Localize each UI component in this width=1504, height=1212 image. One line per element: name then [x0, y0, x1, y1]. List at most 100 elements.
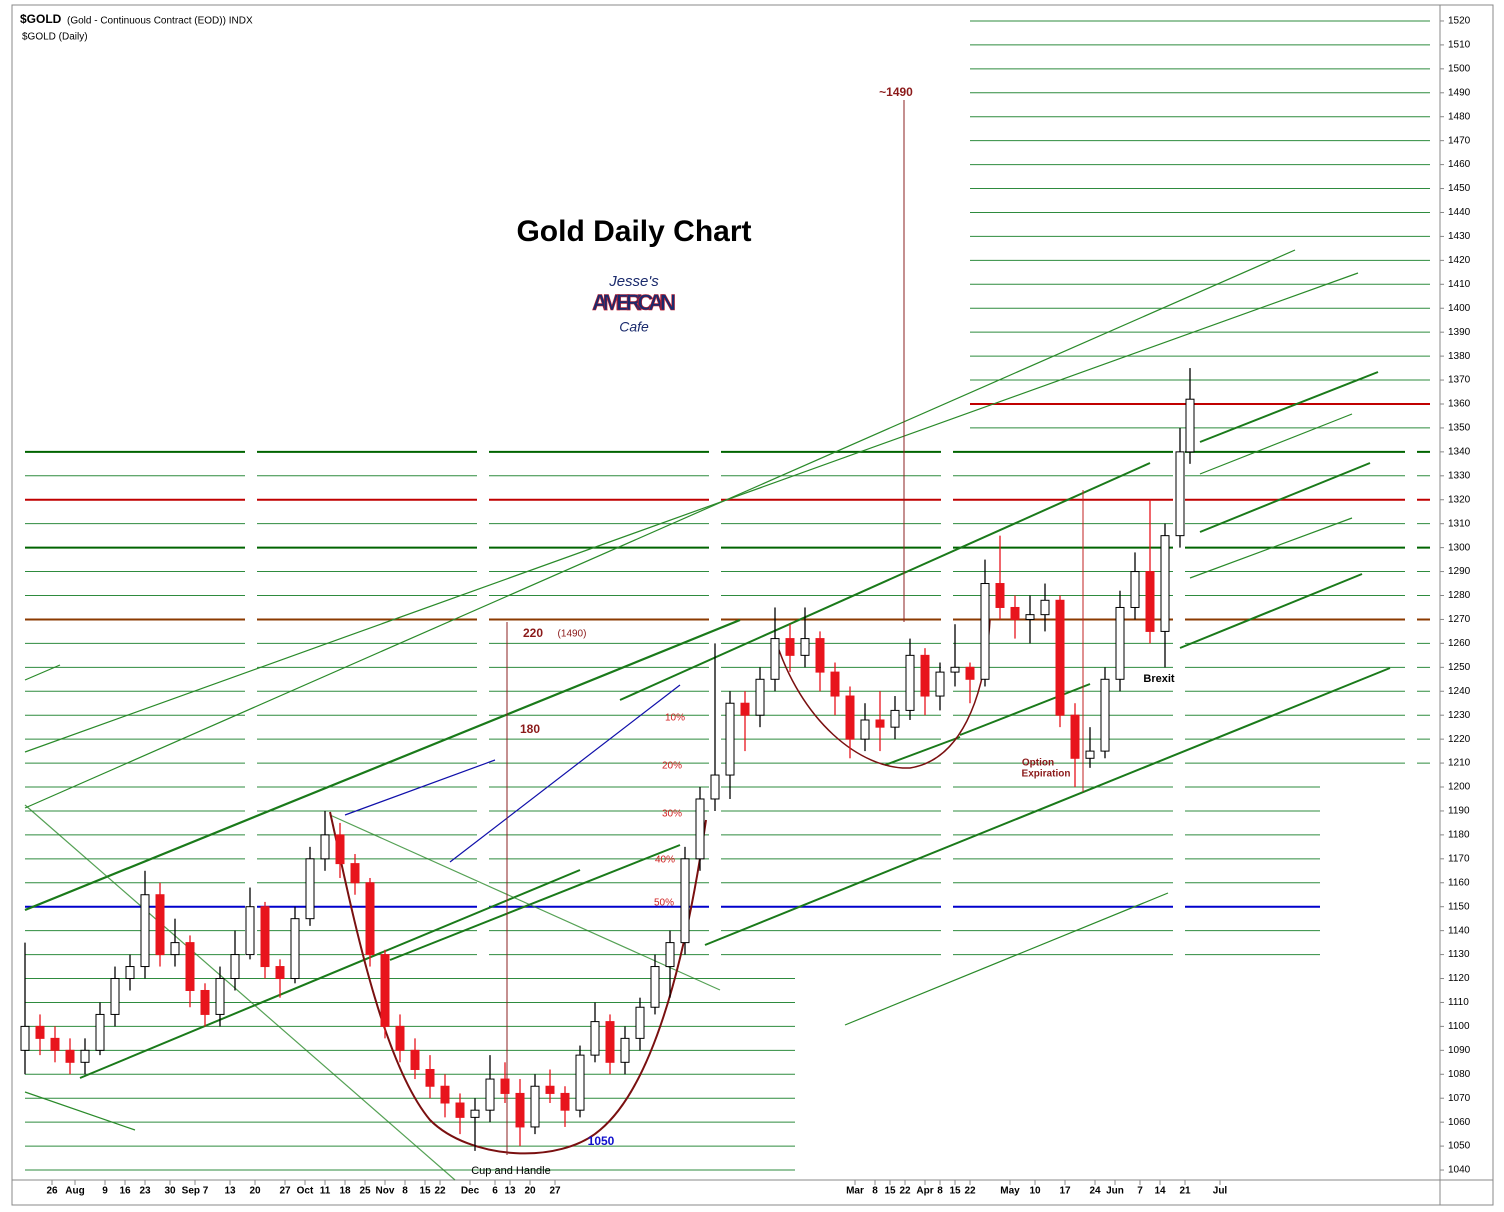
candle-body: [1115, 606, 1125, 680]
y-tick-label: 1260: [1448, 638, 1471, 649]
x-tick-label: 21: [1179, 1186, 1191, 1197]
candle-body: [605, 1021, 615, 1063]
candle-body: [575, 1054, 585, 1111]
y-tick-label: 1390: [1448, 327, 1471, 338]
candle-body: [1100, 678, 1110, 752]
symbol: $GOLD: [20, 12, 62, 26]
x-tick-label: 15: [949, 1186, 961, 1197]
x-tick-label: 23: [139, 1186, 151, 1197]
y-tick-label: 1450: [1448, 183, 1471, 194]
candle-body: [590, 1021, 600, 1056]
candle-body: [995, 583, 1005, 608]
y-tick-label: 1350: [1448, 423, 1471, 434]
candle-body: [1145, 571, 1155, 632]
level-lines: [25, 20, 1430, 1171]
y-tick-label: 1460: [1448, 159, 1471, 170]
y-tick-label: 1230: [1448, 710, 1471, 721]
candle-body: [260, 906, 270, 968]
candle-body: [710, 774, 720, 800]
frame: [11, 4, 1494, 1206]
x-tick-label: Oct: [297, 1186, 314, 1197]
y-tick-label: 1070: [1448, 1093, 1471, 1104]
annotation: Option: [1022, 758, 1054, 769]
candle-body: [980, 583, 990, 680]
y-tick-label: 1330: [1448, 470, 1471, 481]
x-tick-label: 8: [937, 1186, 943, 1197]
y-tick-label: 1170: [1448, 853, 1470, 864]
candles: [20, 368, 1195, 1151]
candle-body: [335, 834, 345, 865]
retrace-label: 40%: [655, 855, 675, 866]
y-tick-label: 1430: [1448, 231, 1471, 242]
annotation: Brexit: [1143, 673, 1175, 685]
y-tick-label: 1520: [1448, 16, 1471, 27]
candle-body: [80, 1049, 90, 1063]
x-tick-label: 22: [964, 1186, 976, 1197]
x-tick-label: Apr: [916, 1186, 933, 1197]
logo-text: AMERICAIN: [592, 290, 676, 315]
candle-body: [530, 1085, 540, 1128]
candle-body: [755, 678, 765, 716]
candle-body: [185, 942, 195, 991]
y-tick-label: 1300: [1448, 542, 1471, 553]
candle-body: [725, 702, 735, 776]
candle-body: [680, 858, 690, 944]
y-tick-label: 1320: [1448, 494, 1471, 505]
candle-body: [395, 1025, 405, 1051]
candle-body: [95, 1013, 105, 1051]
candle-body: [200, 989, 210, 1015]
x-tick-label: Dec: [461, 1186, 480, 1197]
y-tick-label: 1280: [1448, 590, 1471, 601]
candle-body: [20, 1025, 30, 1051]
annotation: Cup and Handle: [471, 1165, 551, 1177]
logo-text: Cafe: [619, 319, 649, 335]
annotation: (1490): [558, 629, 587, 640]
y-tick-label: 1490: [1448, 87, 1471, 98]
candle-body: [1070, 714, 1080, 759]
trend-lines: [24, 249, 1391, 1181]
y-tick-label: 1340: [1448, 447, 1471, 458]
candle-body: [230, 954, 240, 980]
y-tick-label: 1160: [1448, 877, 1470, 888]
candle-body: [695, 798, 705, 860]
candle-body: [935, 671, 945, 697]
candle-body: [485, 1078, 495, 1111]
x-tick-label: 9: [102, 1186, 108, 1197]
retrace-label: 10%: [665, 713, 685, 724]
y-tick-label: 1050: [1448, 1141, 1471, 1152]
candle-body: [800, 638, 810, 656]
candle-body: [965, 666, 975, 680]
candle-body: [545, 1085, 555, 1094]
y-tick-label: 1410: [1448, 279, 1471, 290]
x-tick-label: 14: [1154, 1186, 1166, 1197]
candle-body: [110, 978, 120, 1015]
candle-body: [515, 1092, 525, 1128]
candle-body: [1040, 599, 1050, 616]
candle-body: [1025, 614, 1035, 620]
candle-body: [740, 702, 750, 716]
x-tick-label: 25: [359, 1186, 371, 1197]
y-tick-label: 1140: [1448, 925, 1470, 936]
x-tick-label: Nov: [376, 1186, 395, 1197]
x-tick-label: 8: [402, 1186, 408, 1197]
logo-text: Jesse's: [608, 273, 659, 290]
candle-body: [815, 638, 825, 673]
candle-body: [1130, 571, 1140, 608]
x-tick-label: 26: [46, 1186, 58, 1197]
y-tick-label: 1370: [1448, 375, 1471, 386]
candle-body: [920, 654, 930, 697]
candle-body: [665, 942, 675, 968]
annotation: ~1490: [879, 85, 913, 99]
x-tick-label: 13: [224, 1186, 236, 1197]
x-tick-label: 24: [1089, 1186, 1101, 1197]
y-tick-label: 1270: [1448, 614, 1471, 625]
candle-body: [500, 1078, 510, 1094]
retrace-label: 30%: [662, 809, 682, 820]
candle-body: [305, 858, 315, 920]
y-tick-label: 1150: [1448, 901, 1470, 912]
retrace-label: 50%: [654, 898, 674, 909]
x-tick-label: 22: [899, 1186, 911, 1197]
candle-body: [860, 719, 870, 740]
candle-body: [470, 1109, 480, 1118]
x-tick-label: 8: [872, 1186, 878, 1197]
